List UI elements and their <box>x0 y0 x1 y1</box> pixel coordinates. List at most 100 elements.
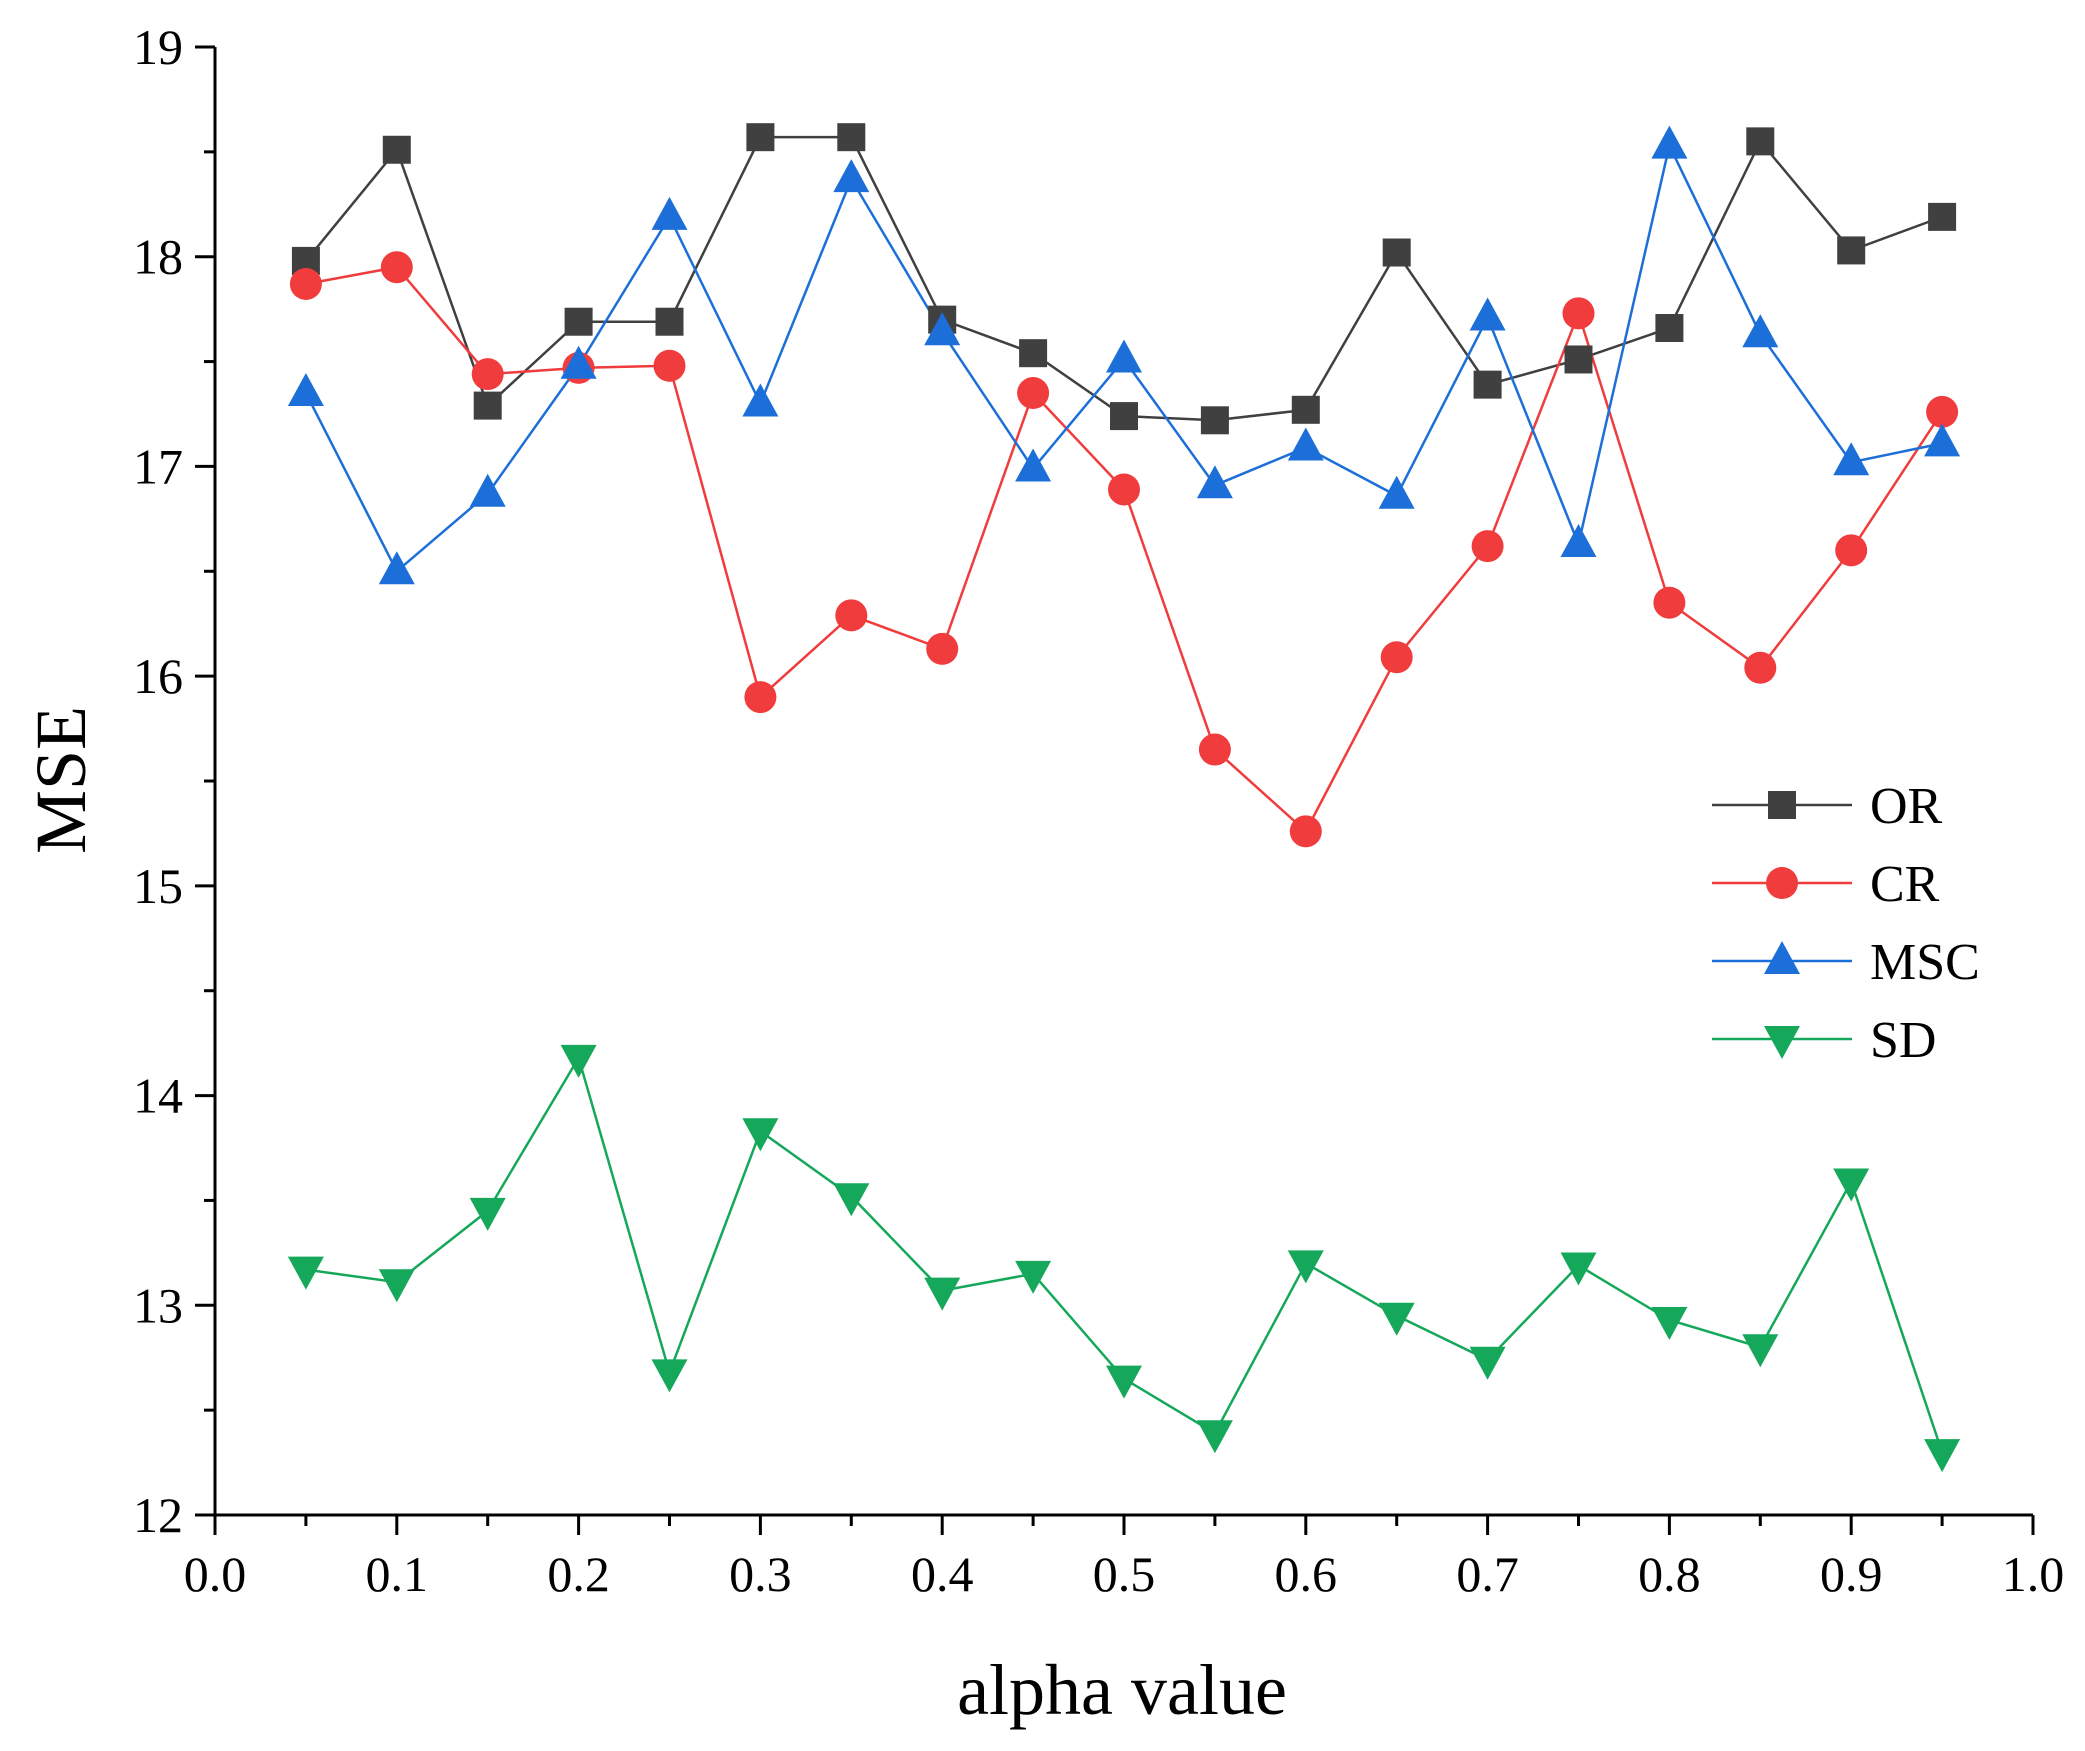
data-point-sd <box>1287 1250 1324 1284</box>
x-tick-label: 0.2 <box>547 1546 610 1602</box>
data-point-sd <box>1651 1306 1688 1340</box>
data-point-msc <box>1924 423 1961 457</box>
data-point-sd <box>651 1359 688 1393</box>
data-point-or <box>1382 238 1411 267</box>
data-point-msc <box>1106 339 1142 373</box>
data-point-or <box>746 123 775 152</box>
y-tick-label: 15 <box>133 858 183 914</box>
data-point-sd <box>742 1118 779 1152</box>
y-tick-label: 17 <box>133 438 183 494</box>
data-point-or <box>1291 395 1320 424</box>
data-point-sd <box>560 1044 597 1078</box>
data-point-or <box>1473 370 1502 399</box>
data-point-cr <box>1562 297 1595 330</box>
data-point-msc <box>1742 314 1779 348</box>
data-point-or <box>382 135 411 164</box>
data-point-cr <box>653 349 686 382</box>
data-point-msc <box>1833 442 1870 476</box>
plot-markers-layer <box>287 123 1961 1473</box>
x-tick-label: 0.0 <box>184 1546 247 1602</box>
data-point-or <box>1837 236 1866 265</box>
data-point-or <box>1746 127 1775 156</box>
x-tick-label: 0.8 <box>1638 1546 1701 1602</box>
data-point-cr <box>471 358 504 391</box>
data-point-cr <box>289 267 322 300</box>
data-point-sd <box>1924 1439 1961 1473</box>
data-point-msc <box>924 312 961 346</box>
data-point-msc <box>1196 465 1233 499</box>
legend-marker-msc <box>1764 941 1800 974</box>
legend: OR CR MSC SD <box>1712 778 1980 1069</box>
data-point-msc <box>287 373 324 407</box>
data-point-sd <box>378 1269 415 1303</box>
y-tick-label: 12 <box>133 1487 183 1543</box>
y-tick-label: 16 <box>133 648 183 704</box>
data-point-cr <box>1108 473 1140 506</box>
data-point-msc <box>1651 125 1688 159</box>
x-tick-label: 0.5 <box>1093 1546 1156 1602</box>
y-tick-label: 14 <box>133 1068 183 1124</box>
data-point-msc <box>1560 524 1597 558</box>
data-point-cr <box>1835 534 1868 567</box>
data-point-sd <box>1378 1302 1415 1336</box>
x-axis-title: alpha value <box>957 1650 1287 1730</box>
data-point-cr <box>1289 815 1322 848</box>
x-tick-label: 0.3 <box>729 1546 792 1602</box>
y-tick-label: 18 <box>133 229 183 285</box>
data-point-msc <box>1378 475 1415 509</box>
data-point-msc <box>651 196 688 230</box>
y-tick-label: 19 <box>133 19 183 75</box>
data-point-cr <box>926 632 959 665</box>
data-point-sd <box>833 1183 870 1217</box>
data-point-msc <box>742 383 779 417</box>
data-point-or <box>1200 406 1229 435</box>
data-point-cr <box>380 251 413 284</box>
series-line-or <box>304 135 1943 422</box>
data-point-or <box>837 123 866 152</box>
x-tick-label: 0.4 <box>911 1546 974 1602</box>
x-tick-label: 0.1 <box>366 1546 429 1602</box>
data-point-cr <box>1380 641 1413 674</box>
data-point-or <box>1564 345 1593 374</box>
data-point-cr <box>1471 530 1504 563</box>
data-point-or <box>1655 314 1684 343</box>
data-point-msc <box>1469 297 1506 331</box>
data-point-msc <box>560 345 597 379</box>
x-tick-label: 0.7 <box>1456 1546 1519 1602</box>
data-point-sd <box>1742 1334 1779 1368</box>
data-point-or <box>1110 402 1138 431</box>
data-point-msc <box>378 551 415 585</box>
data-point-cr <box>1017 377 1050 410</box>
data-point-msc <box>833 159 870 193</box>
data-point-msc <box>1287 427 1324 461</box>
data-point-sd <box>469 1197 506 1231</box>
data-point-sd <box>1015 1260 1052 1294</box>
legend-label-cr: CR <box>1870 856 1940 913</box>
plot-lines-layer <box>304 135 1944 1453</box>
y-axis-title: MSE <box>21 706 101 854</box>
data-point-sd <box>1106 1365 1142 1399</box>
data-point-sd <box>1469 1346 1506 1380</box>
data-point-sd <box>1196 1420 1233 1454</box>
data-point-or <box>564 307 593 336</box>
data-point-or <box>1928 202 1957 231</box>
data-point-cr <box>835 599 868 632</box>
legend-label-sd: SD <box>1870 1012 1936 1069</box>
data-point-sd <box>1560 1252 1597 1286</box>
data-point-cr <box>744 681 777 714</box>
legend-label-or: OR <box>1870 778 1943 835</box>
x-tick-label: 1.0 <box>2002 1546 2065 1602</box>
y-tick-label: 13 <box>133 1277 183 1333</box>
data-point-sd <box>924 1277 961 1311</box>
axes-layer: 0.0 0.1 0.2 0.3 0.4 0.5 0.6 0.7 0.8 0.9 1.0 12 13 14 1… <box>133 19 2064 1602</box>
data-point-or <box>473 391 502 420</box>
data-point-or <box>655 307 684 336</box>
data-point-cr <box>1653 586 1686 619</box>
legend-marker-or <box>1768 791 1796 819</box>
data-point-sd <box>1833 1168 1870 1202</box>
data-point-cr <box>1926 395 1959 428</box>
data-point-cr <box>1198 733 1231 766</box>
legend-label-msc: MSC <box>1870 934 1980 991</box>
x-tick-label: 0.9 <box>1820 1546 1883 1602</box>
